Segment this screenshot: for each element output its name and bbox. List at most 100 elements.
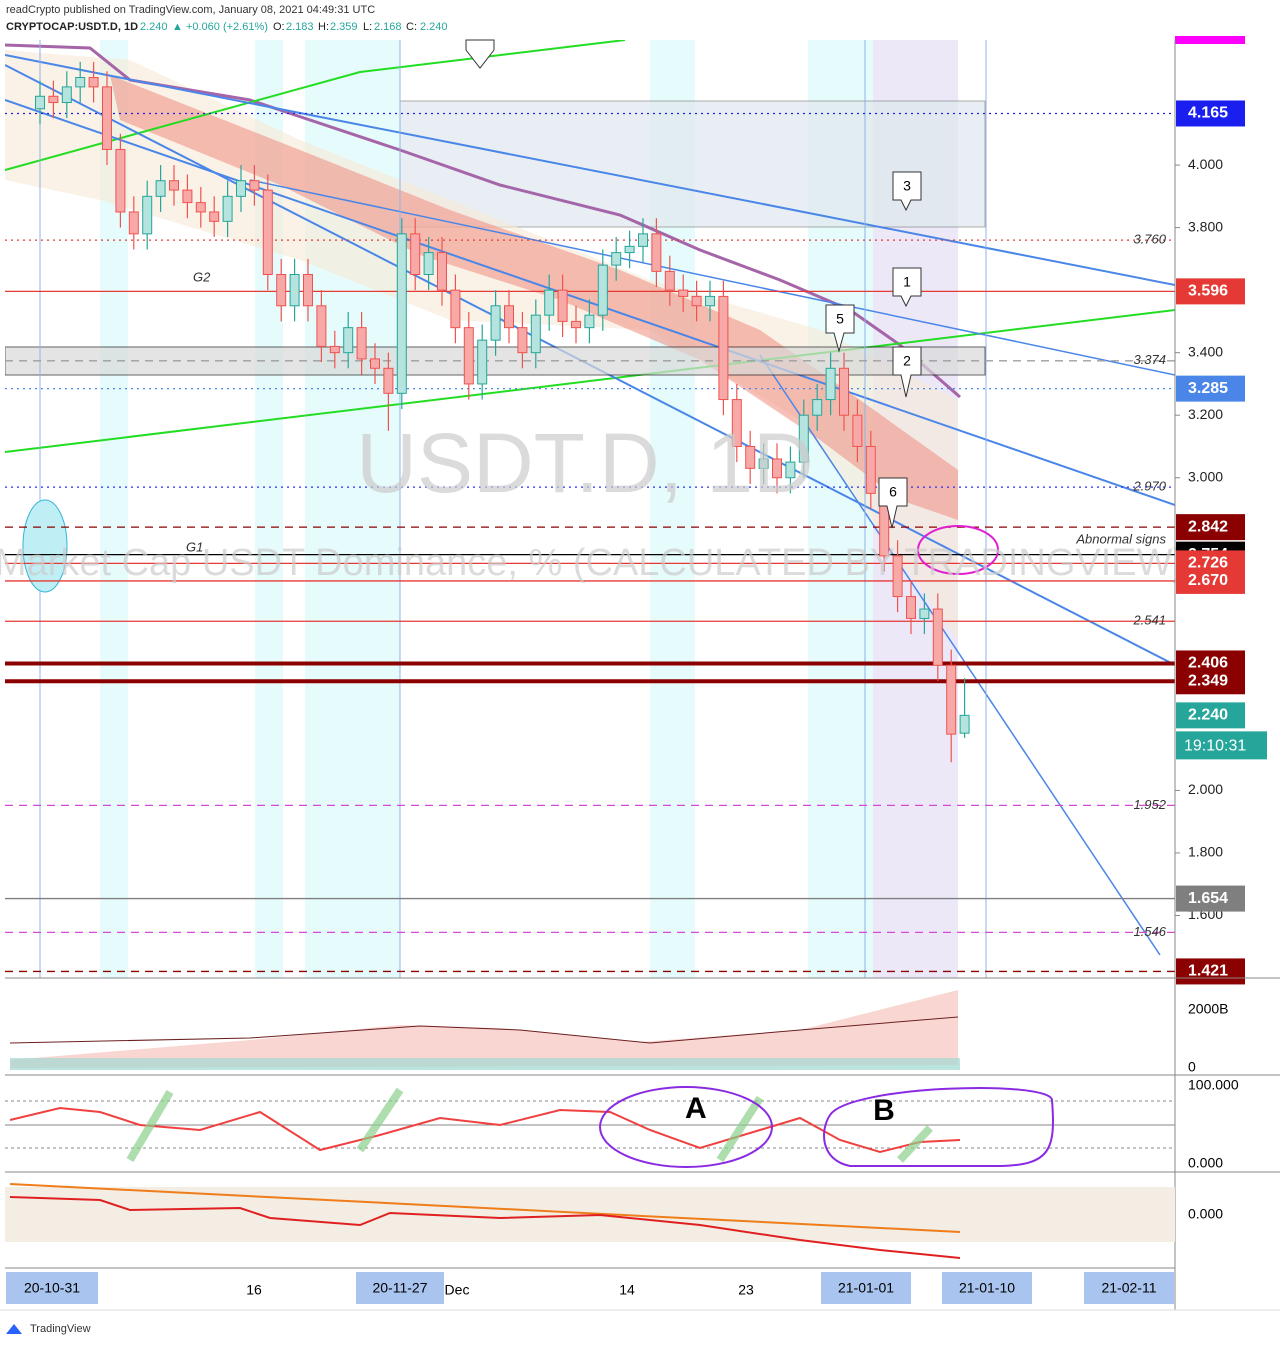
callout [878,477,908,529]
level-label: 1.546 [1133,924,1166,939]
last: 2.240 [140,21,168,33]
candle-body [597,264,608,316]
price-tag [1176,958,1245,985]
level-label: 1.952 [1133,797,1166,812]
price-tag-label: 3.596 [1188,283,1228,300]
candle-body [504,305,514,329]
candle-body [155,180,166,197]
candle-body [477,339,488,385]
price-tag-label: 1.654 [1188,890,1228,907]
candle-body [262,189,273,275]
fast-line [9,1196,961,1259]
y-tick-label: 3.200 [1188,406,1223,422]
candle-body [169,180,179,191]
symbol-line: CRYPTOCAP:USDT.D, 1D 2.240 ▲ +0.060 (+2.… [6,21,448,33]
date-label: 16 [246,1282,262,1298]
candle-body [705,295,715,307]
callout [892,267,922,308]
candle-body [396,233,407,394]
l-label: L: [363,21,372,33]
date-label: 23 [738,1282,754,1298]
candle-body [102,86,112,150]
candle-body [423,252,434,275]
y-tick-label: 2.000 [1188,781,1223,797]
candles [35,61,970,763]
candle-body [195,202,206,213]
symbol: CRYPTOCAP:USDT.D, 1D [6,21,138,33]
cloud [5,50,958,640]
callout-label: 3 [903,178,911,194]
price-tag-label: 3.285 [1188,380,1228,397]
levels [5,112,1175,973]
price-tag [1176,375,1245,402]
c-label: C: [406,21,417,33]
date-highlight [821,1272,911,1304]
candle-body [745,445,756,469]
candle-body [852,414,863,447]
volume-ma [9,1016,959,1044]
callout [892,346,922,398]
candle-body [544,289,555,316]
candle-body [88,77,99,88]
date-highlight [1084,1272,1174,1304]
candle-body [758,458,769,469]
candle-body [75,77,86,88]
candle-body [329,345,340,354]
date-label: Dec [445,1282,470,1298]
h-label: H: [318,21,329,33]
candle-body [209,211,220,222]
price-tag-label: 4.165 [1188,105,1228,122]
price-tag [1176,514,1245,541]
price-tag [1176,567,1245,594]
candle-body [839,367,849,416]
price-axis: 4.0003.8003.4003.2003.0002.0001.8001.600… [1175,100,1267,985]
publisher: readCrypto published on TradingView.com,… [6,4,375,16]
candle-body [731,399,742,447]
level-label: 2.541 [1132,613,1166,628]
candle-body [825,367,836,401]
circle-b [823,1087,1054,1167]
ma-line [5,43,961,399]
candle-body [919,608,930,619]
candle-body [892,555,903,598]
candle-body [236,180,246,197]
candle-body [276,274,287,307]
candle-body [289,274,300,307]
candle-body [772,458,782,479]
price-tag-label: 1.421 [1188,963,1228,980]
price-tag [1176,278,1245,305]
logo [6,1324,22,1334]
y-tick-label: 1.800 [1188,844,1223,860]
candle-body [932,608,943,666]
volume-axis-label: 0 [1188,1059,1196,1075]
candle-body [249,180,260,191]
candle-body [664,270,675,291]
trend-line [5,54,1175,286]
slow-line [9,1183,961,1233]
candle-body [678,289,689,297]
trend-line [5,40,626,171]
y-tick-label: 3.400 [1188,343,1223,359]
o: 2.183 [286,21,314,33]
date-label: 20-10-31 [24,1280,80,1296]
circle-a [599,1086,773,1168]
price-tag-label: 2.240 [1188,707,1228,724]
price-tag-label: 2.842 [1188,518,1228,535]
callout [892,171,922,212]
candle-body [906,596,916,619]
date-label: 14 [619,1282,635,1298]
date-highlight [6,1272,98,1304]
candle-body [115,148,126,213]
callouts: 3 1 2 5 6 [465,39,922,529]
candle-body [61,86,72,104]
candle-body [517,327,528,354]
candle-body [316,305,327,347]
osc-fill [126,1087,933,1163]
candle-body [584,314,595,329]
range-box [399,100,986,228]
date-label: 21-01-01 [838,1280,894,1296]
candle-body [356,327,367,360]
candle-body [490,305,501,341]
candle-body [370,358,380,369]
